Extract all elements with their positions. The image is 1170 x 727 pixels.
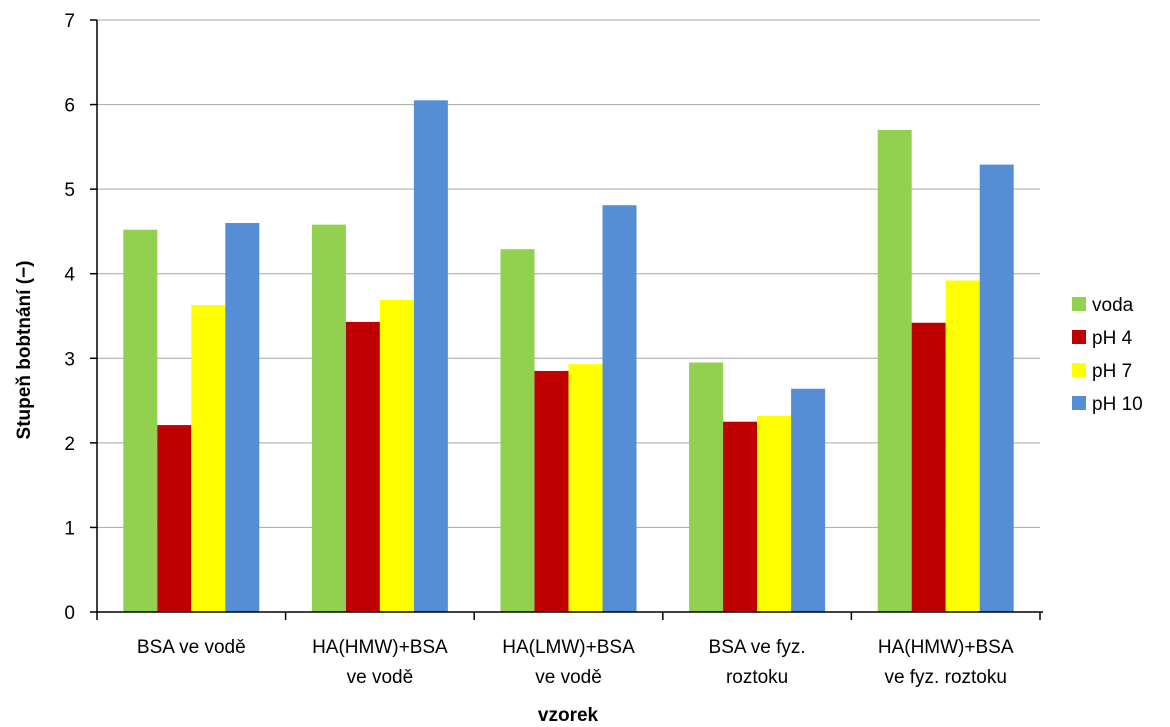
bar xyxy=(603,205,637,612)
bar xyxy=(912,323,946,612)
x-category-label: HA(HMW)+BSA ve vodě xyxy=(312,637,448,688)
legend-swatch xyxy=(1072,363,1086,377)
y-tick-label: 6 xyxy=(64,96,75,117)
y-tick-label: 7 xyxy=(64,11,75,32)
bar xyxy=(123,230,157,612)
bar xyxy=(414,100,448,612)
bar xyxy=(535,371,569,612)
bar xyxy=(980,165,1014,612)
x-category-label: HA(LMW)+BSA ve vodě xyxy=(502,637,635,688)
bar xyxy=(346,322,380,612)
y-tick-label: 4 xyxy=(64,265,75,286)
bar xyxy=(157,425,191,612)
y-tick-label: 2 xyxy=(64,434,75,455)
x-category-label: BSA ve fyz. roztoku xyxy=(709,637,806,688)
legend: voda pH 4 pH 7 pH 10 xyxy=(1072,295,1143,415)
y-tick-label: 5 xyxy=(64,180,75,201)
bar xyxy=(569,364,603,612)
y-tick-labels: 0 1 2 3 4 5 6 7 xyxy=(64,11,75,624)
x-category-labels: BSA ve vodě HA(HMW)+BSA ve vodě HA(LMW)+BSA… xyxy=(137,637,1014,688)
legend-swatch xyxy=(1072,396,1086,410)
y-axis-title: Stupeň bobtnání (−) xyxy=(14,261,35,440)
bar xyxy=(723,422,757,612)
bar xyxy=(757,416,791,612)
x-category-label: HA(HMW)+BSA ve fyz. roztoku xyxy=(878,637,1014,688)
bar xyxy=(225,223,259,612)
y-tick-label: 0 xyxy=(64,603,75,624)
bar xyxy=(689,363,723,612)
legend-swatch xyxy=(1072,297,1086,311)
y-tick-label: 3 xyxy=(64,349,75,370)
bar xyxy=(501,249,535,612)
legend-label: pH 4 xyxy=(1092,328,1133,349)
x-axis-title: vzorek xyxy=(538,705,599,726)
bar xyxy=(191,305,225,612)
bar xyxy=(878,130,912,612)
legend-swatch xyxy=(1072,330,1086,344)
y-tick-label: 1 xyxy=(64,518,75,539)
legend-label: pH 10 xyxy=(1092,394,1143,415)
legend-label: pH 7 xyxy=(1092,361,1132,382)
legend-label: voda xyxy=(1092,295,1134,316)
bar xyxy=(791,389,825,612)
bars xyxy=(123,100,1013,612)
bar xyxy=(946,280,980,612)
x-category-label: BSA ve vodě xyxy=(137,637,246,658)
bar xyxy=(312,225,346,612)
bar xyxy=(380,300,414,612)
